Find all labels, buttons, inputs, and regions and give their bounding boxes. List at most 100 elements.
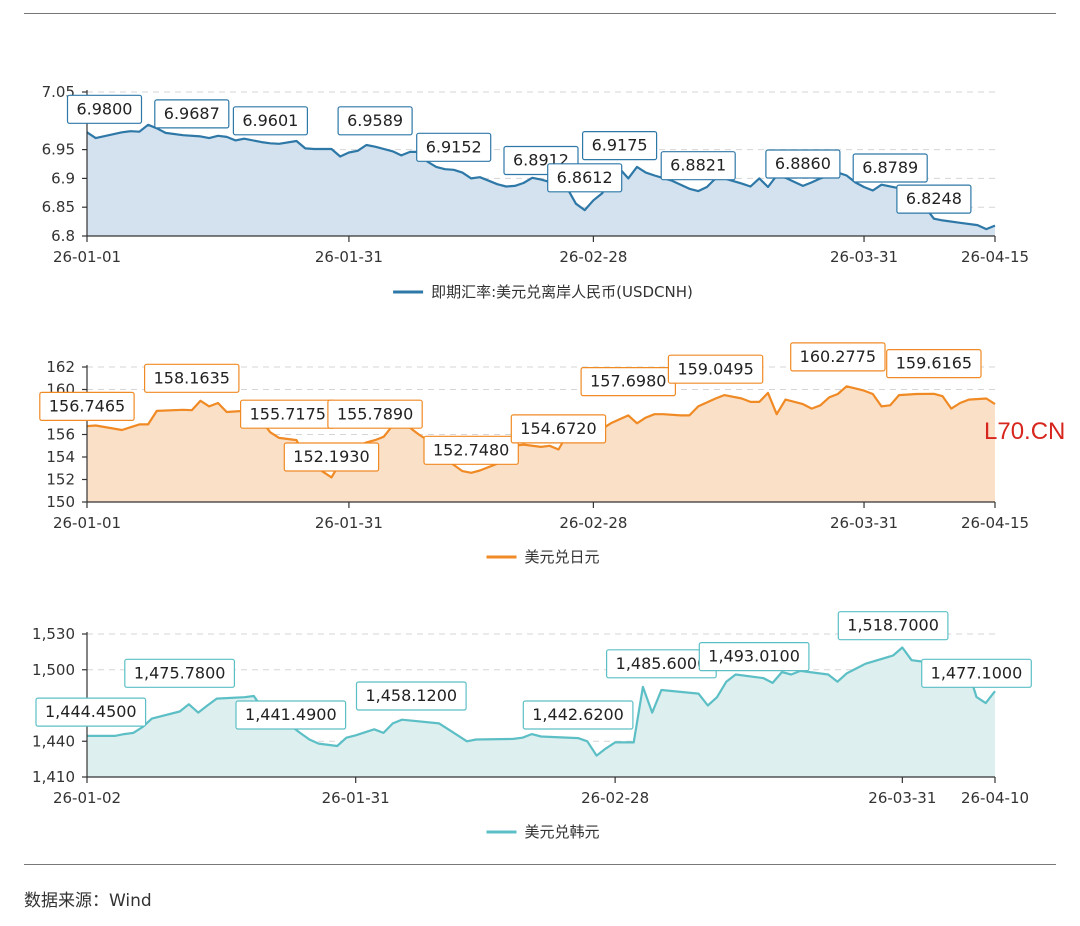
usdkrw-data-label-text: 1,485.6000 bbox=[616, 654, 708, 673]
usdcnh-data-label-box bbox=[896, 184, 972, 214]
usdjpy-y-tick-label: 156 bbox=[46, 426, 75, 444]
usdkrw-data-label: 1,493.0100 bbox=[698, 641, 810, 672]
usdjpy-data-label-box bbox=[39, 391, 135, 422]
usdjpy-data-label: 155.7890 bbox=[327, 399, 423, 429]
usdcnh-x-tick-label: 26-02-28 bbox=[559, 248, 627, 266]
usdcnh-data-label-text: 6.9601 bbox=[242, 111, 298, 130]
usdcnh-data-label: 6.9589 bbox=[337, 106, 413, 136]
usdjpy-x-tick-label: 26-04-15 bbox=[961, 514, 1029, 532]
usdjpy-data-label-text: 157.6980 bbox=[590, 372, 666, 391]
usdcnh-legend-label: 即期汇率:美元兑离岸人民币(USDCNH) bbox=[431, 283, 693, 301]
usdjpy-legend-label: 美元兑日元 bbox=[524, 548, 599, 566]
usdkrw-data-label-box bbox=[837, 611, 949, 641]
usdjpy-data-label: 152.7480 bbox=[423, 435, 519, 465]
usdkrw-data-label-box bbox=[355, 681, 467, 711]
usdcnh-y-tick-label: 6.8 bbox=[51, 227, 75, 245]
usdjpy-y-tick-label: 162 bbox=[46, 358, 75, 376]
usdjpy-data-label: 156.7465 bbox=[39, 391, 135, 422]
usdcnh-x-tick-label: 26-03-31 bbox=[830, 248, 898, 266]
usdjpy-legend[interactable]: 美元兑日元 bbox=[486, 548, 600, 566]
usdjpy-data-label-text: 156.7465 bbox=[49, 396, 125, 415]
usdkrw-x-tick-label: 26-04-10 bbox=[961, 789, 1029, 807]
usdjpy-y-tick-label: 152 bbox=[46, 471, 75, 489]
usdcnh-x-tick-label: 26-01-31 bbox=[315, 248, 383, 266]
usdkrw-data-label-box bbox=[921, 658, 1032, 688]
usdjpy-data-label-box bbox=[327, 399, 423, 429]
usdkrw-data-label-text: 1,444.4500 bbox=[45, 702, 137, 721]
usdcnh-data-label: 6.9152 bbox=[416, 132, 492, 162]
usdcnh-data-label-box bbox=[547, 163, 623, 193]
usdcnh-y-tick-label: 6.95 bbox=[42, 141, 75, 159]
usdkrw-series-line bbox=[87, 646, 996, 757]
usdcnh-chart-svg: 6.8 6.85 6.9 6.95 7.05 26-01-01 26-01-31 26-02-… bbox=[42, 83, 1029, 301]
usdkrw-data-label: 1,475.7800 bbox=[124, 658, 236, 688]
usdcnh-data-label-text: 6.8821 bbox=[670, 156, 726, 175]
usdjpy-data-label-text: 155.7890 bbox=[337, 404, 413, 423]
usdjpy-data-label: 154.6720 bbox=[510, 414, 607, 444]
usdkrw-y-tick-label: 1,410 bbox=[32, 768, 75, 786]
usdkrw-data-label-text: 1,493.0100 bbox=[708, 647, 800, 666]
usdjpy-x-tick-label: 26-03-31 bbox=[830, 514, 898, 532]
usdjpy-data-label-box bbox=[144, 363, 240, 393]
usdkrw-area-fill bbox=[87, 647, 995, 777]
usdcnh-data-label-box bbox=[581, 130, 658, 161]
usdkrw-data-label-text: 1,441.4900 bbox=[245, 705, 337, 724]
usdkrw-data-label: 1,441.4900 bbox=[235, 700, 347, 730]
usdkrw-data-label: 1,442.6200 bbox=[522, 700, 634, 730]
usdkrw-legend[interactable]: 美元兑韩元 bbox=[486, 823, 600, 841]
usdcnh-data-label-box bbox=[337, 106, 413, 136]
usdjpy-data-label-box bbox=[886, 348, 982, 379]
usdcnh-data-label-box bbox=[852, 153, 928, 183]
usdjpy-x-tick-label: 26-01-31 bbox=[315, 514, 383, 532]
usdjpy-y-tick-label: 150 bbox=[46, 493, 75, 511]
usdjpy-data-label-box bbox=[667, 354, 764, 384]
usdcnh-data-label-text: 6.9800 bbox=[76, 99, 132, 118]
usdjpy-data-label: 159.6165 bbox=[886, 348, 982, 379]
usdjpy-x-tick-label: 26-01-01 bbox=[53, 514, 121, 532]
usdjpy-data-label-box bbox=[283, 442, 380, 472]
usdcnh-chart: 6.8 6.85 6.9 6.95 7.05 26-01-01 26-01-31 26-02-… bbox=[0, 80, 1080, 310]
usdkrw-x-tick-label: 26-01-02 bbox=[53, 789, 121, 807]
usdcnh-data-label: 6.9601 bbox=[232, 106, 308, 136]
usdjpy-data-label: 160.2775 bbox=[790, 342, 886, 372]
usdjpy-data-label-text: 152.7480 bbox=[433, 440, 509, 459]
usdcnh-data-label-text: 6.8789 bbox=[862, 158, 918, 177]
usdjpy-data-label: 157.6980 bbox=[580, 367, 676, 397]
usdcnh-data-label-text: 6.8860 bbox=[775, 154, 831, 173]
usdcnh-data-label: 6.8789 bbox=[852, 153, 928, 183]
usdcnh-data-label: 6.9800 bbox=[66, 94, 143, 124]
usdcnh-data-label: 6.8248 bbox=[896, 184, 972, 214]
usdkrw-chart: 1,410 1,440 1,500 1,530 26-01-02 26-01-31 26-0… bbox=[0, 610, 1080, 845]
usdjpy-chart: 150 152 154 156 160 162 26-01-01 26-01-31 26-02-… bbox=[0, 342, 1080, 575]
usdcnh-data-label-text: 6.9152 bbox=[426, 137, 482, 156]
usdkrw-data-label: 1,518.7000 bbox=[837, 611, 949, 641]
usdkrw-data-label-text: 1,477.1000 bbox=[931, 663, 1023, 682]
usdkrw-y-tick-label: 1,530 bbox=[32, 625, 75, 643]
usdcnh-data-label: 6.8612 bbox=[547, 163, 623, 193]
usdjpy-data-label-box bbox=[423, 435, 519, 465]
usdcnh-data-label: 6.9687 bbox=[154, 99, 230, 129]
usdkrw-data-label: 1,458.1200 bbox=[355, 681, 467, 711]
usdkrw-data-label-text: 1,458.1200 bbox=[365, 686, 457, 705]
usdjpy-area-fill bbox=[87, 386, 995, 502]
usdkrw-y-tick-label: 1,500 bbox=[32, 661, 75, 679]
usdjpy-data-label-box bbox=[510, 414, 607, 444]
watermark-text: L70.CN bbox=[984, 418, 1066, 445]
usdcnh-data-label: 6.8860 bbox=[765, 149, 841, 179]
usdkrw-data-label-text: 1,475.7800 bbox=[134, 663, 226, 682]
usdjpy-data-label: 159.0495 bbox=[667, 354, 764, 384]
usdjpy-data-label-box bbox=[790, 342, 886, 372]
usdjpy-data-label: 158.1635 bbox=[144, 363, 240, 393]
usdkrw-x-tick-label: 26-03-31 bbox=[868, 789, 936, 807]
usdkrw-x-tick-label: 26-02-28 bbox=[581, 789, 649, 807]
usdcnh-data-label-box bbox=[232, 106, 308, 136]
usdkrw-x-tick-label: 26-01-31 bbox=[322, 789, 390, 807]
usdcnh-y-tick-label: 6.85 bbox=[42, 198, 75, 216]
usdcnh-data-label-text: 6.8248 bbox=[906, 189, 962, 208]
usdjpy-data-label-text: 158.1635 bbox=[154, 368, 230, 387]
usdcnh-data-label-text: 6.9589 bbox=[347, 111, 403, 130]
usdjpy-x-tick-label: 26-02-28 bbox=[559, 514, 627, 532]
usdcnh-legend[interactable]: 即期汇率:美元兑离岸人民币(USDCNH) bbox=[393, 283, 693, 301]
usdkrw-data-label-text: 1,518.7000 bbox=[847, 616, 939, 635]
